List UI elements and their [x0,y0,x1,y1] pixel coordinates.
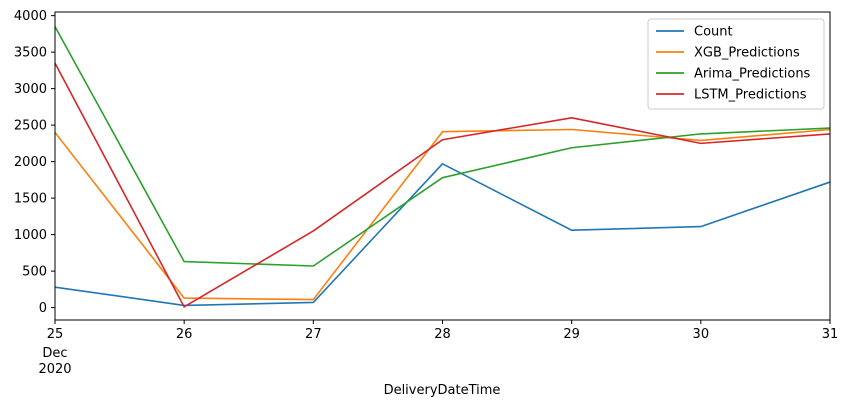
x-tick-label: 30 [693,327,710,342]
y-tick-label: 1000 [14,228,47,243]
y-tick-label: 3500 [14,46,47,61]
series-lines [54,26,831,308]
y-tick-label: 0 [39,301,47,316]
series-line-4 [54,62,831,308]
x-tick-label: 28 [434,327,451,342]
x-tick-label: 27 [305,327,322,342]
series-line-2 [54,128,831,301]
legend-frame [647,18,825,110]
x-tick-label: 31 [822,327,839,342]
x-tick-sublabel: Dec [42,346,67,361]
y-tick-label: 2500 [14,119,47,134]
y-tick-label: 3000 [14,82,47,97]
x-tick-label: 29 [563,327,580,342]
legend-label: Arima_Predictions [694,67,811,82]
y-tick-label: 4000 [14,9,47,24]
legend-label: XGB_Predictions [694,46,800,61]
y-tick-label: 2000 [14,155,47,170]
legend-label: LSTM_Predictions [694,88,807,103]
x-axis-label: DeliveryDateTime [384,383,501,398]
series-line-3 [54,26,831,267]
x-tick-label: 26 [176,327,193,342]
y-tick-label: 1500 [14,192,47,207]
x-tick-label: 25 [47,327,64,342]
legend-label: Count [694,25,733,40]
y-tick-label: 500 [22,265,47,280]
x-tick-sublabel: 2020 [38,362,71,377]
legend: Count XGB_Predictions Arima_Predictions LST… [647,18,825,110]
y-axis: 0 500 1000 1500 2000 2500 3000 3500 4000 [14,9,55,316]
